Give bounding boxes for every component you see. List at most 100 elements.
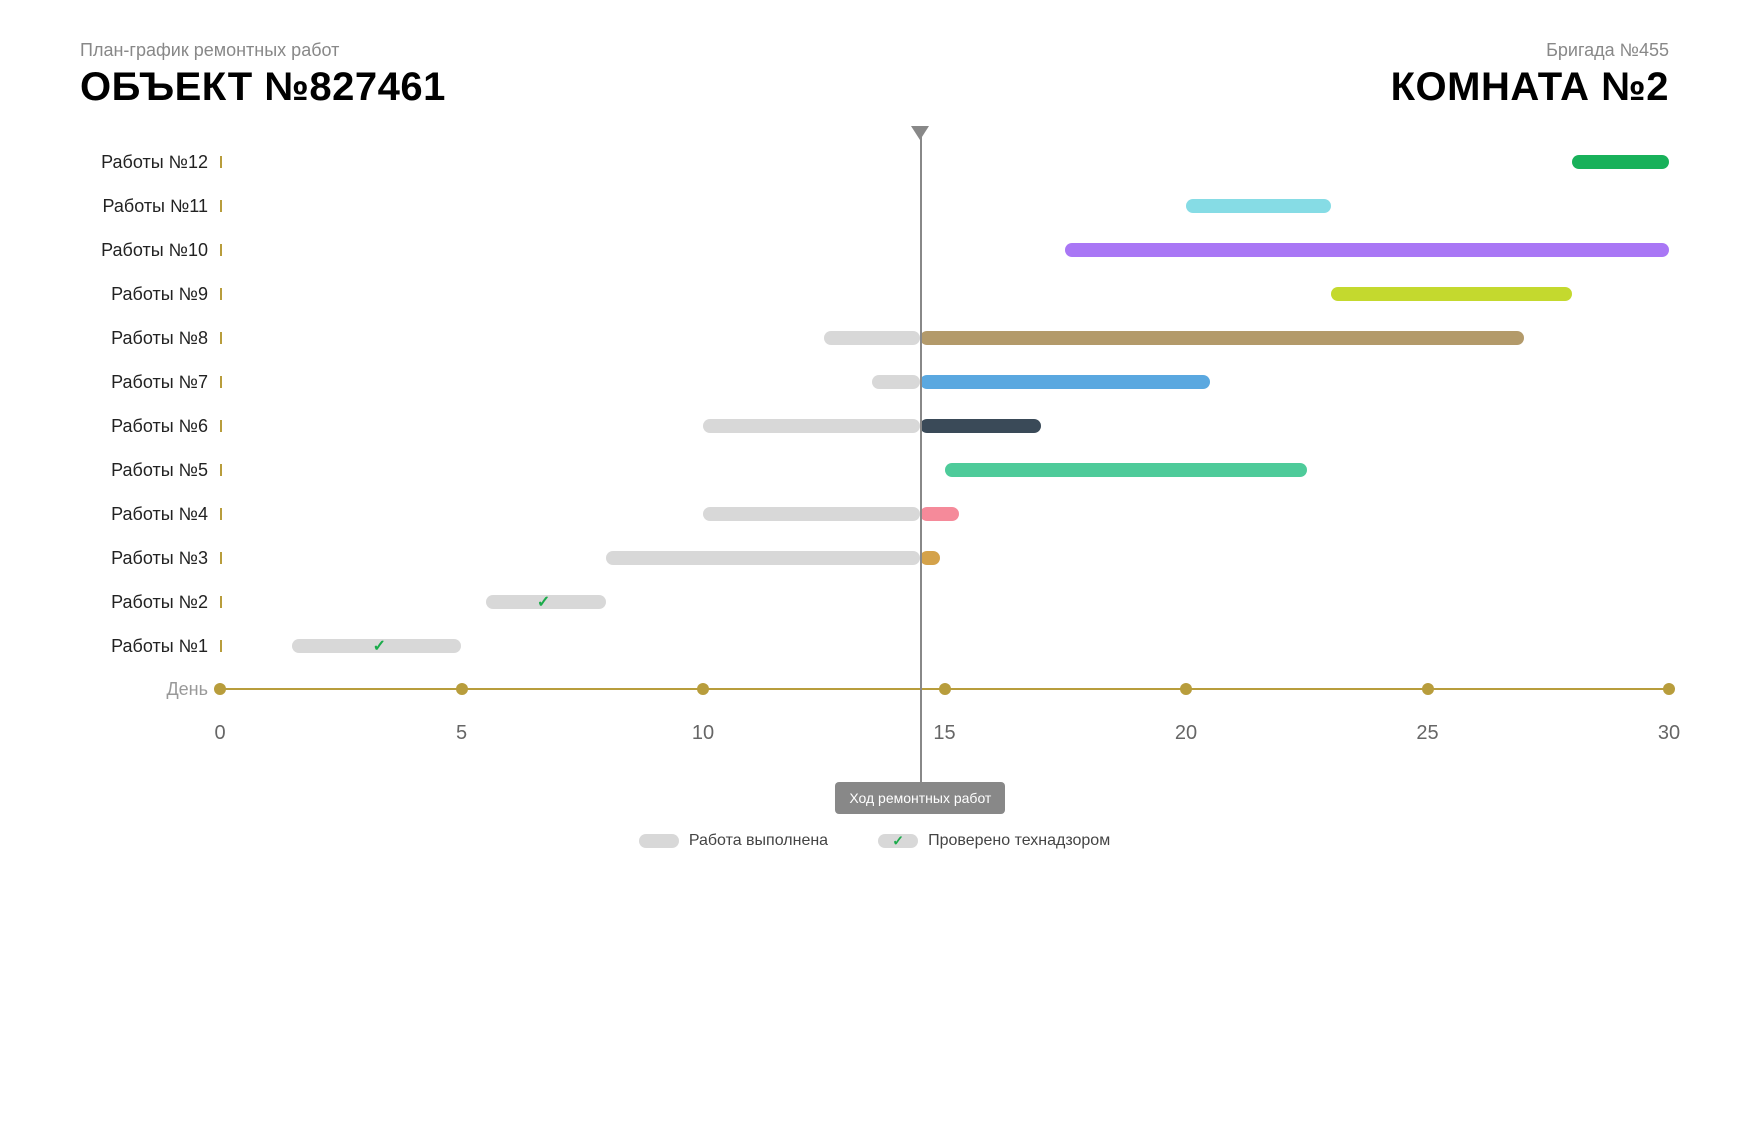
axis-tick-label: 20 bbox=[1175, 722, 1197, 745]
gantt-bar bbox=[703, 507, 920, 521]
row-track bbox=[220, 536, 1669, 580]
row-tick bbox=[220, 376, 222, 388]
row-tick bbox=[220, 200, 222, 212]
gantt-bar bbox=[1572, 155, 1669, 169]
row-tick bbox=[220, 156, 222, 168]
row-tick bbox=[220, 332, 222, 344]
header-right: Бригада №455 КОМНАТА №2 bbox=[1391, 40, 1669, 110]
gantt-bar bbox=[920, 375, 1210, 389]
axis-dot bbox=[1180, 683, 1192, 695]
legend: Работа выполнена ✓ Проверено технадзором bbox=[80, 832, 1669, 850]
axis-tick-label: 10 bbox=[692, 722, 714, 745]
row-label: Работы №2 bbox=[80, 592, 220, 613]
legend-swatch-verified: ✓ bbox=[878, 834, 918, 848]
gantt-bar bbox=[1065, 243, 1669, 257]
axis-dot bbox=[1422, 683, 1434, 695]
gantt-bar bbox=[1331, 287, 1573, 301]
axis-dot bbox=[939, 683, 951, 695]
row-tick bbox=[220, 464, 222, 476]
row-track bbox=[220, 228, 1669, 272]
gantt-row: Работы №5 bbox=[80, 448, 1669, 492]
gantt-bar bbox=[872, 375, 920, 389]
x-axis-ticks: 051015202530 bbox=[80, 722, 1669, 742]
row-track bbox=[220, 184, 1669, 228]
row-track bbox=[220, 272, 1669, 316]
row-label: Работы №6 bbox=[80, 416, 220, 437]
row-track bbox=[220, 448, 1669, 492]
gantt-chart: Работы №12Работы №11Работы №10Работы №9Р… bbox=[80, 140, 1669, 742]
row-label: Работы №11 bbox=[80, 196, 220, 217]
row-track bbox=[220, 316, 1669, 360]
row-track: ✓ bbox=[220, 580, 1669, 624]
gantt-row: Работы №10 bbox=[80, 228, 1669, 272]
x-axis: День bbox=[80, 674, 1669, 704]
row-label: Работы №9 bbox=[80, 284, 220, 305]
row-tick bbox=[220, 508, 222, 520]
progress-badge: Ход ремонтных работ bbox=[835, 782, 1005, 814]
gantt-row: Работы №2 ✓ bbox=[80, 580, 1669, 624]
legend-verified: ✓ Проверено технадзором bbox=[878, 832, 1110, 850]
gantt-row: Работы №1 ✓ bbox=[80, 624, 1669, 668]
gantt-row: Работы №6 bbox=[80, 404, 1669, 448]
gantt-row: Работы №9 bbox=[80, 272, 1669, 316]
legend-verified-label: Проверено технадзором bbox=[928, 832, 1110, 850]
row-tick bbox=[220, 288, 222, 300]
gantt-bar bbox=[1186, 199, 1331, 213]
gantt-row: Работы №7 bbox=[80, 360, 1669, 404]
row-track bbox=[220, 492, 1669, 536]
axis-tick-label: 30 bbox=[1658, 722, 1680, 745]
row-label: Работы №3 bbox=[80, 548, 220, 569]
axis-tick-label: 25 bbox=[1416, 722, 1438, 745]
axis-dot bbox=[697, 683, 709, 695]
row-tick bbox=[220, 552, 222, 564]
header-left: План-график ремонтных работ ОБЪЕКТ №8274… bbox=[80, 40, 446, 110]
gantt-bar bbox=[945, 463, 1307, 477]
gantt-row: Работы №4 bbox=[80, 492, 1669, 536]
legend-swatch-completed bbox=[639, 834, 679, 848]
legend-completed-label: Работа выполнена bbox=[689, 832, 828, 850]
gantt-row: Работы №8 bbox=[80, 316, 1669, 360]
row-label: Работы №1 bbox=[80, 636, 220, 657]
axis-dot bbox=[214, 683, 226, 695]
gantt-bar bbox=[920, 331, 1524, 345]
row-label: Работы №7 bbox=[80, 372, 220, 393]
row-label: Работы №12 bbox=[80, 152, 220, 173]
verified-check-icon: ✓ bbox=[537, 592, 550, 612]
gantt-bar bbox=[920, 507, 959, 521]
axis-tick-label: 15 bbox=[933, 722, 955, 745]
gantt-bar bbox=[920, 419, 1041, 433]
row-label: Работы №8 bbox=[80, 328, 220, 349]
gantt-row: Работы №3 bbox=[80, 536, 1669, 580]
axis-label: День bbox=[80, 679, 220, 700]
row-label: Работы №4 bbox=[80, 504, 220, 525]
axis-tick-label: 0 bbox=[214, 722, 225, 745]
gantt-bar bbox=[824, 331, 921, 345]
gantt-rows: Работы №12 Работы №11 Работы №10 Работы №9 Р… bbox=[80, 140, 1669, 668]
legend-completed: Работа выполнена bbox=[639, 832, 828, 850]
chart-header: План-график ремонтных работ ОБЪЕКТ №8274… bbox=[80, 40, 1669, 110]
row-track bbox=[220, 140, 1669, 184]
row-track bbox=[220, 360, 1669, 404]
row-label: Работы №10 bbox=[80, 240, 220, 261]
axis-dot bbox=[1663, 683, 1675, 695]
axis-line bbox=[220, 688, 1669, 690]
progress-marker-icon bbox=[911, 126, 929, 140]
row-label: Работы №5 bbox=[80, 460, 220, 481]
row-tick bbox=[220, 596, 222, 608]
gantt-bar bbox=[920, 551, 939, 565]
subtitle-left: План-график ремонтных работ bbox=[80, 40, 446, 61]
gantt-row: Работы №11 bbox=[80, 184, 1669, 228]
row-tick bbox=[220, 640, 222, 652]
gantt-bar bbox=[703, 419, 920, 433]
axis-dot bbox=[456, 683, 468, 695]
gantt-row: Работы №12 bbox=[80, 140, 1669, 184]
verified-check-icon: ✓ bbox=[373, 636, 386, 656]
row-track bbox=[220, 404, 1669, 448]
title-right: КОМНАТА №2 bbox=[1391, 65, 1669, 110]
gantt-bar bbox=[606, 551, 920, 565]
title-left: ОБЪЕКТ №827461 bbox=[80, 65, 446, 110]
row-tick bbox=[220, 244, 222, 256]
row-tick bbox=[220, 420, 222, 432]
subtitle-right: Бригада №455 bbox=[1546, 40, 1669, 61]
axis-tick-label: 5 bbox=[456, 722, 467, 745]
